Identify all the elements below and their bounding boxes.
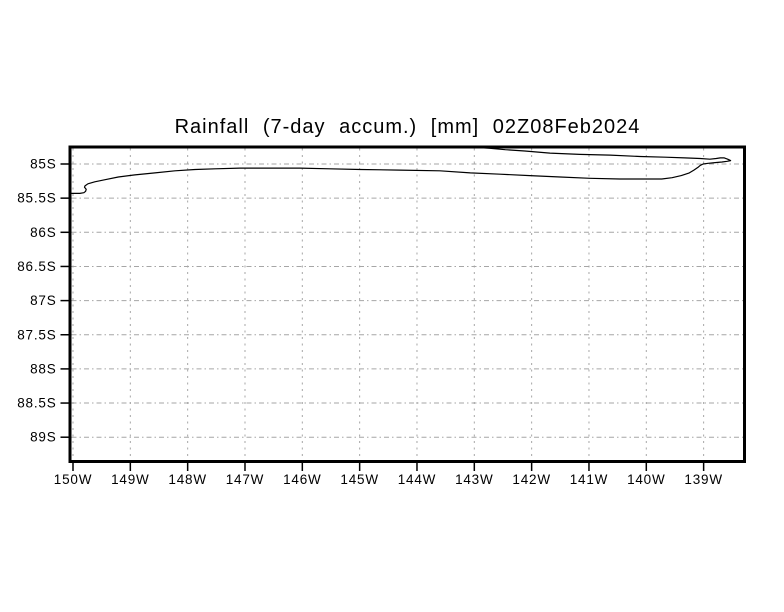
- x-axis-tick-label: 148W: [168, 472, 206, 487]
- x-axis-tick-label: 144W: [398, 472, 436, 487]
- x-axis-tick-label: 139W: [684, 472, 722, 487]
- chart-title: Rainfall (7-day accum.) [mm] 02Z08Feb202…: [174, 116, 641, 138]
- plot-frame: [68, 145, 746, 463]
- y-axis-tick-label: 85S: [30, 157, 56, 172]
- y-axis-tick-label: 86S: [30, 225, 56, 240]
- x-axis-tick-label: 143W: [455, 472, 493, 487]
- x-axis-tick-label: 142W: [512, 472, 550, 487]
- y-axis-tick-label: 89S: [30, 430, 56, 445]
- x-axis-tick-label: 147W: [226, 472, 264, 487]
- x-axis-tick-label: 146W: [283, 472, 321, 487]
- x-axis-tick-label: 149W: [111, 472, 149, 487]
- x-axis-tick-label: 145W: [340, 472, 378, 487]
- y-axis-tick-label: 88S: [30, 361, 56, 376]
- y-axis-tick-label: 85.5S: [17, 191, 56, 206]
- rainfall-contour-line: [70, 147, 732, 194]
- x-axis-tick-label: 150W: [54, 472, 92, 487]
- y-axis-tick-label: 88.5S: [17, 396, 56, 411]
- x-axis-tick-label: 141W: [570, 472, 608, 487]
- y-axis-tick-label: 87.5S: [17, 327, 56, 342]
- y-axis-tick-label: 86.5S: [17, 259, 56, 274]
- y-axis-tick-label: 87S: [30, 293, 56, 308]
- x-axis-tick-label: 140W: [627, 472, 665, 487]
